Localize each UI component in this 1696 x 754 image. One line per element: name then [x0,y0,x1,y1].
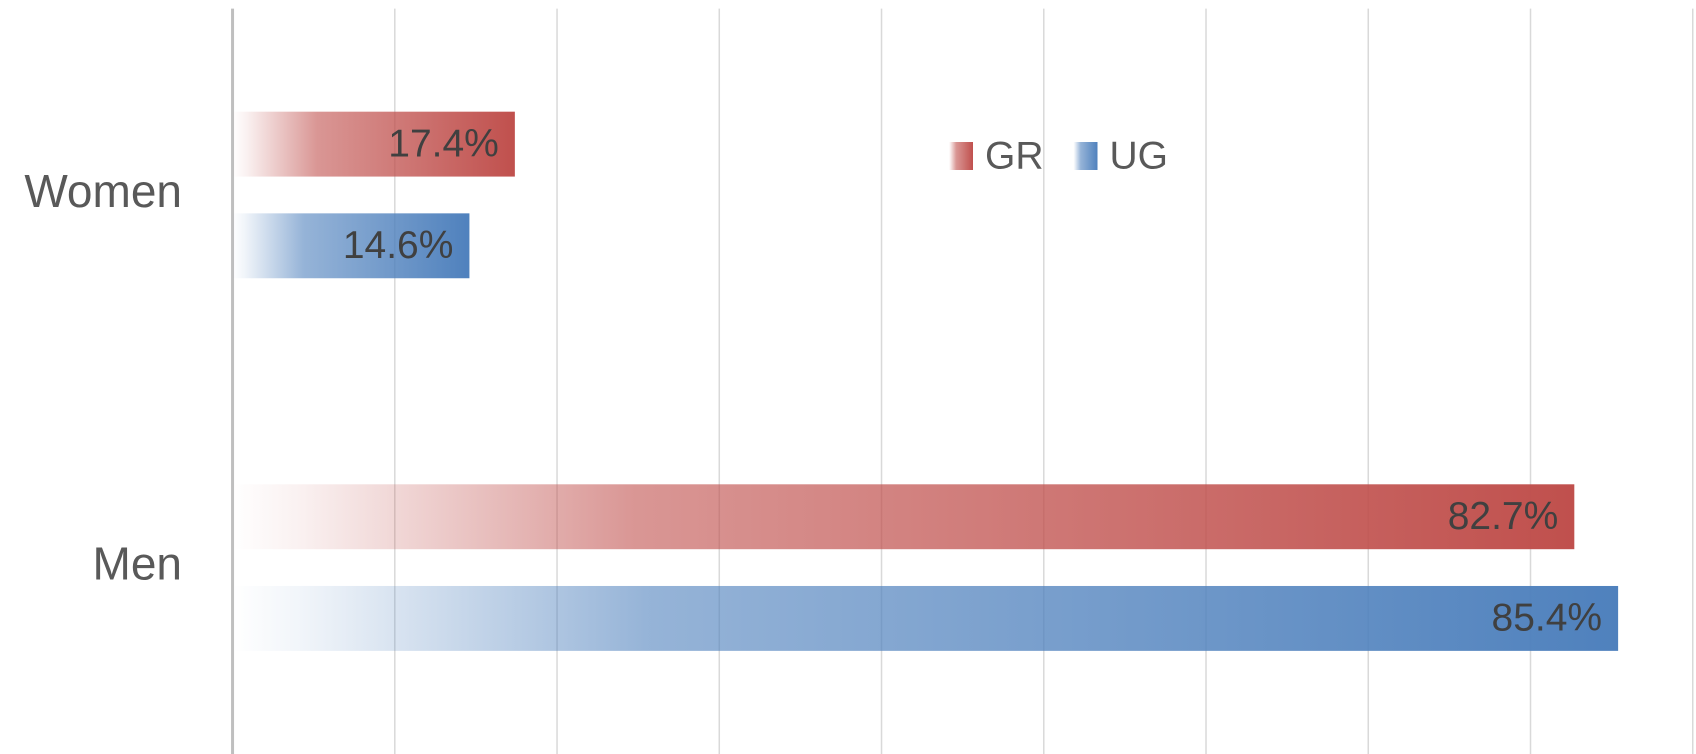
data-label: 85.4% [1492,597,1603,640]
legend-label: UG [1110,134,1169,177]
bar [232,213,470,279]
bar [232,111,515,177]
data-label: 14.6% [343,224,454,267]
category-label: Men [93,538,182,590]
legend-swatch [1073,142,1098,170]
legend-label: GR [985,134,1044,177]
bar [232,585,1619,651]
data-label: 82.7% [1448,495,1559,538]
data-label: 17.4% [388,122,499,165]
legend-swatch [949,142,973,170]
bar [232,484,1575,550]
category-label: Women [24,165,182,217]
